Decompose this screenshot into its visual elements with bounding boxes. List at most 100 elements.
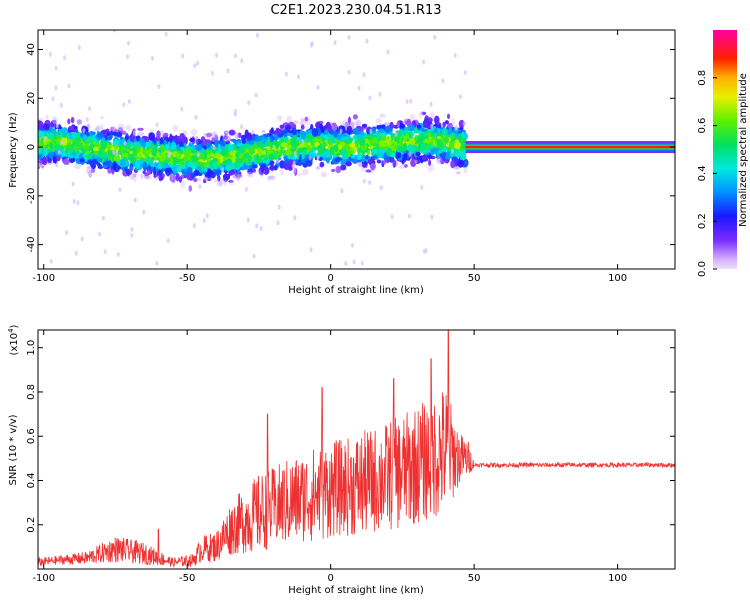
spectrogram-outlier xyxy=(57,149,61,155)
spectrogram-outlier xyxy=(430,214,434,220)
spectrogram-cell xyxy=(305,134,313,140)
spectrogram-frame xyxy=(37,29,676,270)
spectrogram-cell xyxy=(341,121,345,126)
spectrogram-outlier xyxy=(405,99,409,105)
spectrogram-cell xyxy=(445,135,449,143)
spectrogram-cell xyxy=(355,121,360,127)
spectrogram-outlier xyxy=(276,220,280,226)
spectrogram-cell xyxy=(257,148,263,157)
spectrogram-cell xyxy=(266,146,271,151)
spectrogram-outlier xyxy=(63,55,67,61)
spectrogram-cell xyxy=(83,144,90,150)
spectrogram-cell xyxy=(195,144,202,151)
spectrogram-cell xyxy=(266,141,273,145)
spectrogram-cell xyxy=(48,151,54,159)
spectrogram-cell xyxy=(261,129,266,134)
spectrogram-cell xyxy=(428,159,432,166)
spectrogram-cell xyxy=(455,133,459,138)
spectrogram-cell xyxy=(109,134,113,139)
spectrogram-cell xyxy=(403,153,407,160)
spectrogram-cell xyxy=(397,152,402,159)
spectrogram-outlier xyxy=(215,52,219,58)
spectrogram-x-label: Height of straight line (km) xyxy=(288,285,424,296)
spectrogram-cell xyxy=(247,172,252,177)
spectrogram-outlier xyxy=(55,162,59,168)
spectrogram-cell xyxy=(430,147,435,156)
spectrogram-outlier xyxy=(309,247,313,253)
spectrogram-outlier xyxy=(67,83,71,89)
spectrogram-cell xyxy=(97,132,104,139)
spectrogram-outlier xyxy=(347,69,351,75)
spectrogram-outlier xyxy=(275,158,279,164)
spectrogram-outlier xyxy=(65,230,68,236)
spectrogram-outlier xyxy=(240,58,244,64)
spectrogram-cell xyxy=(423,145,431,150)
spectrogram-cell xyxy=(193,169,200,177)
spectrogram-cell xyxy=(142,161,148,169)
spectrogram-cell xyxy=(38,148,42,154)
spectrogram-cell xyxy=(280,142,288,148)
spectrogram-cell xyxy=(225,135,231,142)
spectrogram-cell xyxy=(409,113,416,122)
spectrogram-cell xyxy=(209,153,216,157)
spectrogram-cell xyxy=(416,124,422,129)
spectrogram-cell xyxy=(159,137,164,146)
spectrogram-outlier xyxy=(112,30,116,33)
spectrogram-cell xyxy=(396,148,401,153)
spectrogram-cell xyxy=(203,166,208,173)
spectrogram-cell xyxy=(99,123,104,131)
spectrogram-cell xyxy=(441,128,448,136)
spectrogram-cell xyxy=(450,160,456,169)
spectrogram-outlier xyxy=(284,71,288,77)
spectrogram-cell xyxy=(345,144,349,153)
spectrogram-outlier xyxy=(80,236,84,242)
spectrogram-cell xyxy=(150,166,155,172)
spectrogram-outlier xyxy=(164,31,168,37)
spectrogram-cell xyxy=(153,155,159,161)
spectrogram-cell xyxy=(47,132,54,140)
spectrogram-cell xyxy=(43,123,50,131)
spectrogram-cell xyxy=(458,133,463,140)
spectrogram-cell xyxy=(335,157,341,163)
spectrogram-cell xyxy=(53,129,57,137)
spectrogram-outlier xyxy=(116,252,120,257)
spectrogram-outlier xyxy=(133,197,137,203)
spectrogram-cell xyxy=(160,143,165,153)
spectrogram-cell xyxy=(448,127,453,133)
spectrogram-outlier xyxy=(352,259,356,265)
spectrogram-cell xyxy=(158,168,163,177)
spectrogram-cell xyxy=(93,146,99,152)
spectrogram-cell xyxy=(74,163,81,170)
spectrogram-cell xyxy=(229,170,236,175)
spectrogram-outlier xyxy=(246,217,250,223)
spectrogram-cell xyxy=(454,141,461,149)
spectrogram-cell xyxy=(404,164,408,168)
spectrogram-outlier xyxy=(221,167,225,173)
spectrogram-cell xyxy=(70,116,75,124)
spectrogram-cell xyxy=(279,124,285,129)
spectrogram-cell xyxy=(354,147,358,151)
spectrogram-outlier xyxy=(127,40,130,46)
spectrogram-cell xyxy=(213,178,220,183)
spectrogram-cell xyxy=(329,146,334,154)
spectrogram-cell xyxy=(91,158,98,165)
spectrogram-cell xyxy=(179,146,185,150)
spectrogram-outlier xyxy=(308,155,312,161)
spectrogram-outlier xyxy=(72,198,76,204)
spectrogram-cell xyxy=(311,147,316,157)
spectrogram-cell xyxy=(314,142,320,146)
spectrogram-cell xyxy=(379,140,385,146)
spectrogram-cell xyxy=(380,146,387,150)
spectrogram-cell xyxy=(420,128,428,132)
spectrogram-cell xyxy=(325,156,330,164)
spectrogram-cell xyxy=(150,143,155,149)
spectrogram-outlier xyxy=(339,128,343,134)
spectrogram-outlier xyxy=(347,34,351,40)
x-tick-label: 50 xyxy=(468,273,481,284)
spectrogram-outlier xyxy=(55,123,59,129)
spectrogram-cell xyxy=(331,168,336,173)
spectrogram-outlier xyxy=(203,132,207,138)
spectrogram-outlier xyxy=(133,130,136,136)
spectrogram-cell xyxy=(211,137,215,142)
